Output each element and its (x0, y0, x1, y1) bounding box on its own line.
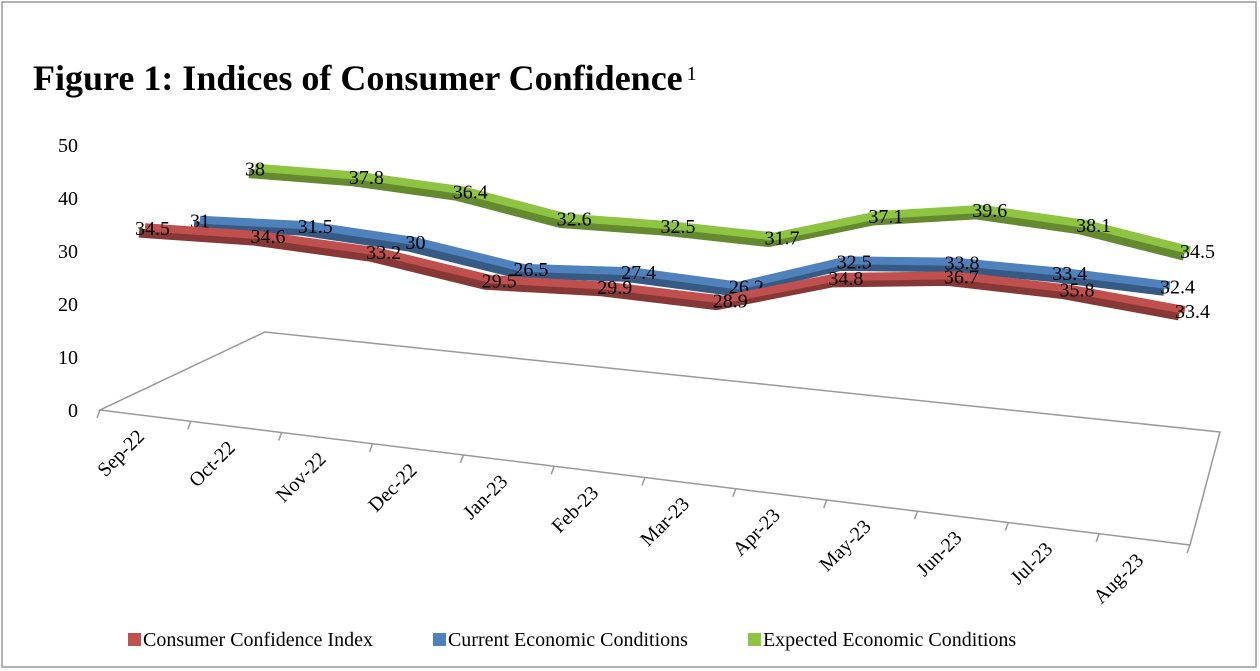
data-label: 29.5 (482, 270, 517, 292)
x-tick (459, 454, 465, 464)
data-label: 36.4 (453, 181, 488, 203)
data-label: 38 (245, 159, 265, 181)
x-tick (1004, 522, 1010, 531)
x-tick (1186, 544, 1191, 554)
data-label: 26.5 (513, 259, 548, 281)
x-tick (550, 465, 555, 475)
data-label: 33.4 (1175, 301, 1210, 323)
data-label: 33.2 (366, 242, 401, 264)
data-label: 39.6 (972, 200, 1007, 222)
data-label: 29.9 (597, 277, 632, 299)
data-label: 33.8 (944, 253, 979, 275)
series-line (254, 163, 1191, 255)
data-label: 32.5 (661, 216, 696, 238)
series-line (144, 223, 1186, 314)
x-tick (732, 488, 737, 498)
y-tick-label: 40 (58, 188, 78, 210)
data-label: 31.5 (298, 216, 333, 238)
data-label: 38.1 (1076, 215, 1111, 237)
data-label: 36.7 (944, 266, 979, 288)
chart-title: Figure 1: Indices of Consumer Confidence… (33, 58, 697, 98)
title-note: 1 (687, 63, 697, 85)
x-tick (277, 432, 283, 441)
data-label: 34.5 (135, 218, 170, 240)
data-label: 34.8 (828, 268, 863, 290)
legend-swatch (432, 633, 446, 646)
data-label: 30 (406, 232, 426, 254)
x-tick (822, 499, 828, 509)
y-tick-label: 20 (58, 294, 78, 316)
x-tick (913, 510, 919, 520)
y-tick-label: 0 (68, 400, 78, 422)
data-label: 34.5 (1180, 241, 1215, 263)
legend-label: Current Economic Conditions (448, 629, 688, 651)
legend-label: Expected Economic Conditions (763, 629, 1016, 651)
x-tick (368, 443, 374, 453)
data-label: 37.1 (868, 206, 903, 228)
y-tick-label: 10 (58, 347, 78, 369)
x-tick (187, 420, 192, 430)
data-label: 28.9 (713, 291, 748, 313)
series-shadow (248, 169, 1186, 261)
data-label: 37.8 (349, 167, 384, 189)
data-label: 34.6 (251, 226, 286, 248)
series-shadow (138, 228, 1180, 321)
legend-swatch (747, 633, 761, 646)
series-shadow (193, 221, 1165, 297)
data-label: 35.8 (1059, 280, 1094, 302)
data-label: 33.4 (1052, 263, 1087, 285)
legend-swatch (128, 633, 141, 646)
legend-label: Consumer Confidence Index (143, 629, 373, 651)
y-tick-label: 50 (58, 135, 78, 157)
y-tick-label: 30 (58, 241, 78, 263)
data-label: 32.5 (837, 251, 872, 273)
data-label: 32.6 (557, 209, 592, 231)
data-label: 27.4 (621, 262, 656, 284)
series-line (199, 215, 1171, 290)
title-text: Figure 1: Indices of Consumer Confidence (33, 58, 683, 98)
x-tick (1095, 533, 1100, 543)
x-tick (96, 409, 101, 419)
x-tick (641, 477, 646, 486)
data-label: 32.4 (1160, 276, 1195, 298)
data-label: 31.7 (764, 228, 799, 250)
